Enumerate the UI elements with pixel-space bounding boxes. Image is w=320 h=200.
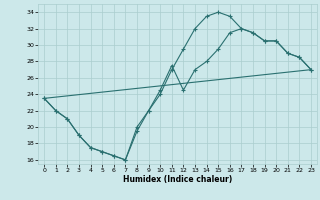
X-axis label: Humidex (Indice chaleur): Humidex (Indice chaleur) <box>123 175 232 184</box>
